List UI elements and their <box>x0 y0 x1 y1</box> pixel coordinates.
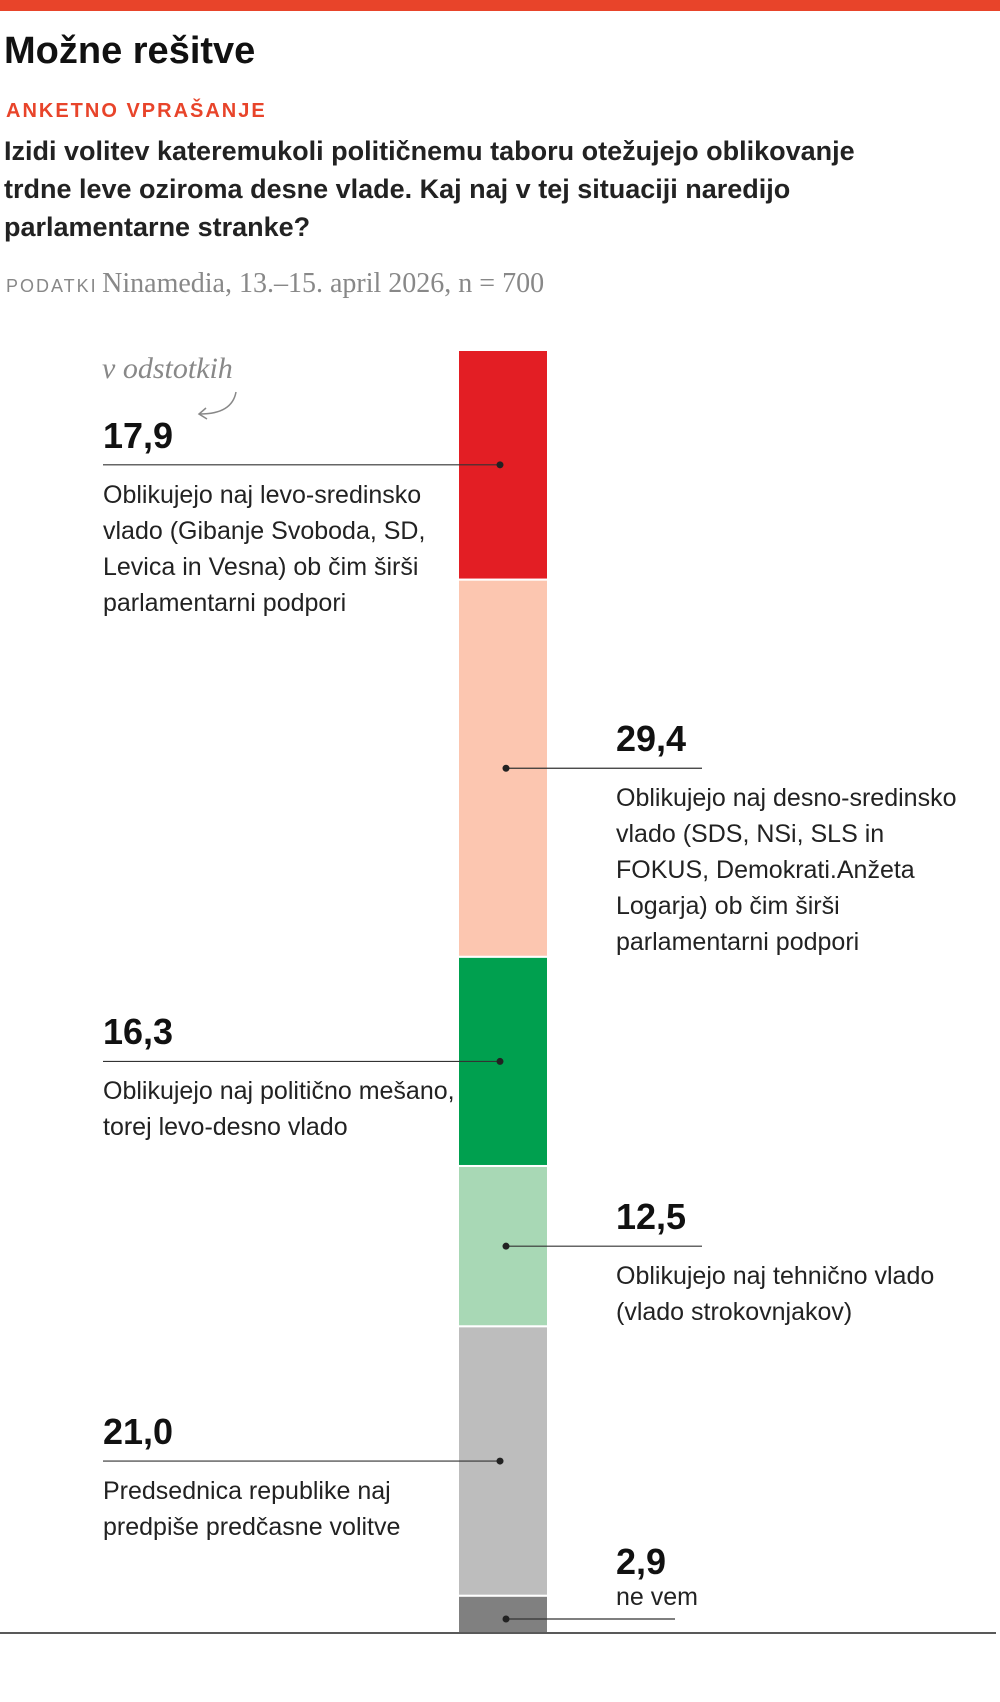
kicker: ANKETNO VPRAŠANJE <box>6 100 267 122</box>
leader-dot <box>496 1057 504 1065</box>
value-label: 17,9 <box>103 414 174 456</box>
category-label: Predsednica republike naj predpiše predč… <box>103 1477 401 1542</box>
leader-dot <box>502 764 510 772</box>
leader-dot <box>502 1242 510 1250</box>
source-line: PODATKI Ninamedia, 13.–15. april 2026, n… <box>6 268 544 300</box>
value-label: 2,9 <box>616 1541 667 1582</box>
leader-dot <box>496 461 504 469</box>
leader-dot <box>496 1457 504 1465</box>
value-label: 16,3 <box>103 1011 174 1053</box>
category-label: Oblikujejo naj politično mešano, torej l… <box>103 1077 455 1142</box>
title: Možne rešitve <box>4 30 256 72</box>
leader-dot <box>502 1615 510 1623</box>
category-label: ne vem <box>616 1583 698 1611</box>
category-label: Oblikujejo naj tehnično vlado (vlado str… <box>616 1262 935 1327</box>
note-arrow-head <box>197 407 208 420</box>
note-arrow <box>199 391 237 415</box>
category-label: Oblikujejo naj levo-sredinsko vlado (Gib… <box>103 480 426 617</box>
source-label: PODATKI <box>6 276 98 296</box>
value-label: 29,4 <box>616 718 687 760</box>
value-label: 21,0 <box>103 1411 174 1453</box>
source: Ninamedia, 13.–15. april 2026, n = 700 <box>102 268 545 299</box>
unit-note: v odstotkih <box>102 352 233 385</box>
category-label: Oblikujejo naj desno-sredinsko vlado (SD… <box>616 784 957 957</box>
question: Izidi volitev kateremukoli političnemu t… <box>4 136 855 242</box>
value-label: 12,5 <box>616 1196 687 1238</box>
top-stripe <box>0 0 1000 11</box>
bar-segment <box>457 1594 549 1634</box>
